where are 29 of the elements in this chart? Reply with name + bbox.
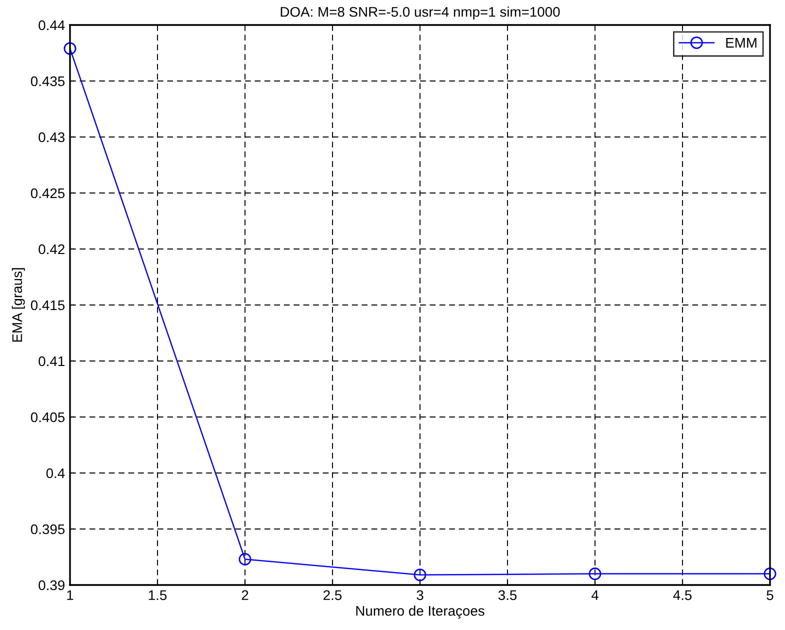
y-tick-label: 0.405 xyxy=(30,412,65,422)
y-axis-title: EMA [graus] xyxy=(12,268,25,342)
x-tick-label: 2 xyxy=(242,590,248,600)
y-tick-label: 0.43 xyxy=(38,132,65,142)
x-tick-label: 4.5 xyxy=(673,590,692,600)
point xyxy=(64,42,76,55)
y-tick-label: 0.425 xyxy=(30,188,65,198)
x-tick-label: 1.5 xyxy=(148,590,167,600)
y-tick-label: 0.435 xyxy=(30,76,65,86)
point xyxy=(764,568,776,580)
legend-label: EMM xyxy=(726,38,756,48)
x-tick-label: 3 xyxy=(416,590,424,600)
point xyxy=(238,552,252,566)
y-tick-label: 0.41 xyxy=(38,356,64,366)
chart-title: DOA: M=8 SNR=-5.0 usr=4 nmp=1 sim=1000 xyxy=(280,6,560,20)
y-tick-label: 0.415 xyxy=(30,300,65,310)
y-tick-label: 0.395 xyxy=(30,524,65,534)
x-axis-title: Numero de Iteraçoes xyxy=(356,606,484,619)
y-tick-label: 0.44 xyxy=(38,20,65,30)
x-tick-label: 4 xyxy=(591,590,598,600)
y-tick-label: 0.39 xyxy=(38,580,64,590)
point xyxy=(588,568,602,580)
x-tick-label: 5 xyxy=(766,590,774,600)
x-tick-label: 1 xyxy=(67,590,74,600)
y-tick-label: 0.4 xyxy=(46,468,65,478)
x-tick-label: 3.5 xyxy=(498,590,517,600)
point xyxy=(414,568,426,582)
x-tick-label: 2.5 xyxy=(324,590,342,600)
y-tick-label: 0.42 xyxy=(38,244,64,254)
